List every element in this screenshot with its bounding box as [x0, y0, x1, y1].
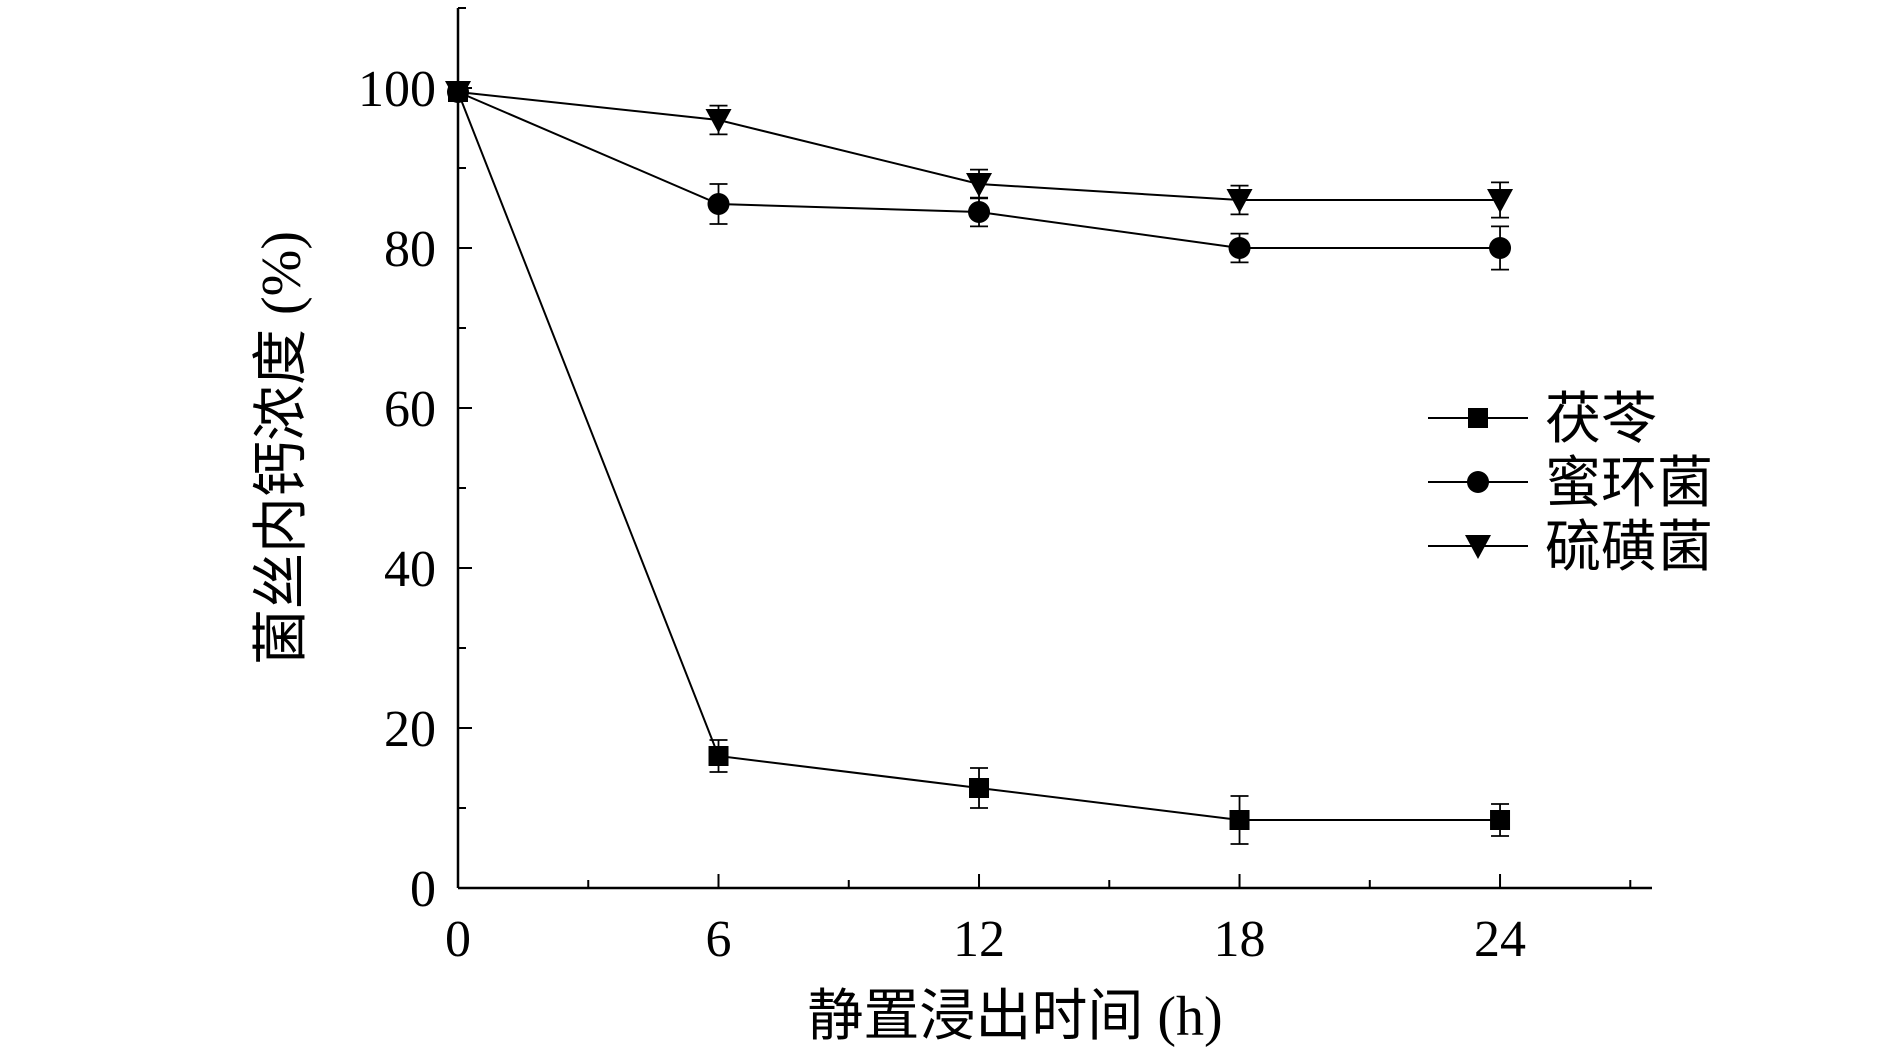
- square-marker: [1229, 810, 1250, 830]
- y-axis-title: 菌丝内钙浓度 (%): [251, 231, 313, 665]
- y-tick-label: 0: [410, 861, 436, 918]
- triangle-down-marker: [705, 109, 732, 133]
- triangle-down-marker: [966, 173, 993, 197]
- circle-marker: [1489, 237, 1512, 259]
- series-3: [445, 81, 1514, 219]
- triangle-down-marker: [1465, 535, 1491, 559]
- triangle-down-marker: [445, 81, 471, 105]
- triangle-down-marker: [1487, 189, 1514, 213]
- axes: 0 20 40 60 80 100 0 6 12 18 24: [358, 7, 1652, 968]
- x-tick-label: 12: [953, 911, 1005, 968]
- square-marker: [1490, 810, 1511, 830]
- x-tick-label: 6: [706, 911, 732, 968]
- legend-label: 硫磺菌: [1545, 517, 1713, 579]
- circle-marker: [968, 201, 991, 223]
- series-layer: [445, 81, 1514, 845]
- x-tick-label: 18: [1214, 911, 1266, 968]
- x-tick-label: 0: [445, 911, 471, 968]
- legend-label: 蜜环菌: [1545, 453, 1713, 515]
- x-axis-title: 静置浸出时间 (h): [807, 986, 1222, 1048]
- square-marker: [969, 778, 990, 798]
- triangle-down-marker: [1226, 189, 1253, 213]
- y-tick-label: 100: [358, 61, 436, 118]
- y-tick-label: 60: [384, 381, 436, 438]
- y-tick-label: 20: [384, 701, 436, 758]
- legend-item: 硫磺菌: [1428, 517, 1713, 579]
- legend-label: 茯苓: [1545, 389, 1657, 451]
- y-tick-label: 40: [384, 541, 436, 598]
- circle-marker: [707, 193, 730, 215]
- square-marker: [1468, 408, 1488, 428]
- square-marker: [708, 746, 729, 766]
- circle-marker: [1228, 237, 1251, 259]
- legend-item: 茯苓: [1428, 389, 1657, 451]
- circle-marker: [1467, 471, 1489, 493]
- y-tick-label: 80: [384, 221, 436, 278]
- x-tick-label: 24: [1474, 911, 1526, 968]
- legend-item: 蜜环菌: [1428, 453, 1713, 515]
